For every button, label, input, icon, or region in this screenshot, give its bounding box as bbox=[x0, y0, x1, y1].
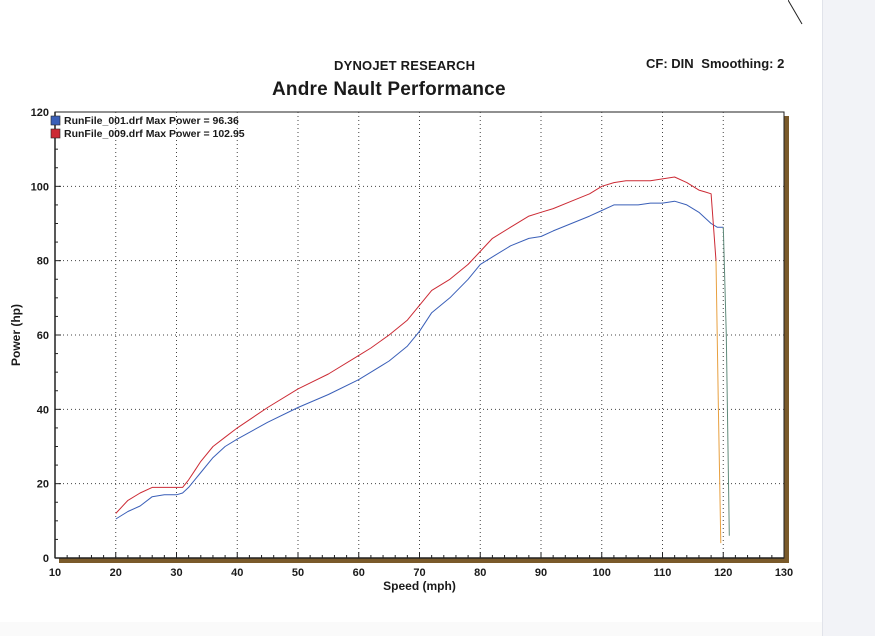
tick-labels: 10 20 30 40 50 60 70 80 90 100 110 120 130 0 20 40 60 80 1… bbox=[31, 107, 794, 579]
legend-swatch-1 bbox=[50, 115, 61, 126]
series-dropoff-2 bbox=[715, 260, 722, 544]
x-tick-label: 10 bbox=[49, 567, 61, 579]
axes bbox=[54, 111, 785, 559]
legend-swatch-2 bbox=[50, 128, 61, 139]
y-tick-label: 80 bbox=[37, 256, 49, 268]
x-tick-label: 90 bbox=[535, 567, 547, 579]
plot-shadow-right bbox=[784, 116, 789, 563]
y-tick-label: 0 bbox=[43, 553, 49, 565]
brand-header: DYNOJET RESEARCH bbox=[334, 58, 476, 73]
legend-label-1: RunFile_001.drf Max Power = 96.36 bbox=[64, 115, 239, 127]
x-tick-label: 100 bbox=[593, 567, 611, 579]
gridlines bbox=[55, 112, 784, 558]
smoothing-label: Smoothing: 2 bbox=[701, 56, 785, 71]
scan-margin-right bbox=[822, 0, 875, 636]
y-tick-label: 40 bbox=[37, 404, 49, 416]
y-tick-label: 120 bbox=[31, 107, 49, 119]
y-tick-label: 60 bbox=[37, 330, 49, 342]
chart-title: Andre Nault Performance bbox=[272, 79, 506, 100]
series-lines bbox=[115, 176, 730, 544]
plot-shadow-bottom bbox=[59, 558, 789, 563]
x-tick-label: 80 bbox=[474, 567, 486, 579]
x-tick-label: 40 bbox=[231, 567, 243, 579]
scan-fold-mark bbox=[788, 0, 803, 25]
x-tick-label: 50 bbox=[292, 567, 304, 579]
correction-factor-label: CF: DIN bbox=[646, 56, 694, 71]
x-tick-label: 20 bbox=[110, 567, 122, 579]
series-line-1 bbox=[115, 200, 724, 520]
y-tick-label: 100 bbox=[31, 181, 49, 193]
x-tick-label: 120 bbox=[714, 567, 732, 579]
x-tick-label: 70 bbox=[413, 567, 425, 579]
legend: RunFile_001.drf Max Power = 96.36RunFile… bbox=[50, 115, 245, 140]
y-tick-label: 20 bbox=[37, 479, 49, 491]
y-axis-title: Power (hp) bbox=[9, 304, 23, 366]
series-dropoff-1 bbox=[722, 227, 730, 536]
legend-label-2: RunFile_009.drf Max Power = 102.95 bbox=[64, 128, 245, 140]
settings-header: CF: DIN Smoothing: 2 bbox=[646, 56, 788, 71]
x-tick-label: 30 bbox=[170, 567, 182, 579]
series-line-2 bbox=[115, 176, 717, 514]
scan-margin-bottom bbox=[0, 622, 822, 636]
x-tick-label: 130 bbox=[775, 567, 793, 579]
x-tick-label: 60 bbox=[353, 567, 365, 579]
x-tick-label: 110 bbox=[654, 567, 672, 579]
x-axis-title: Speed (mph) bbox=[383, 579, 456, 593]
